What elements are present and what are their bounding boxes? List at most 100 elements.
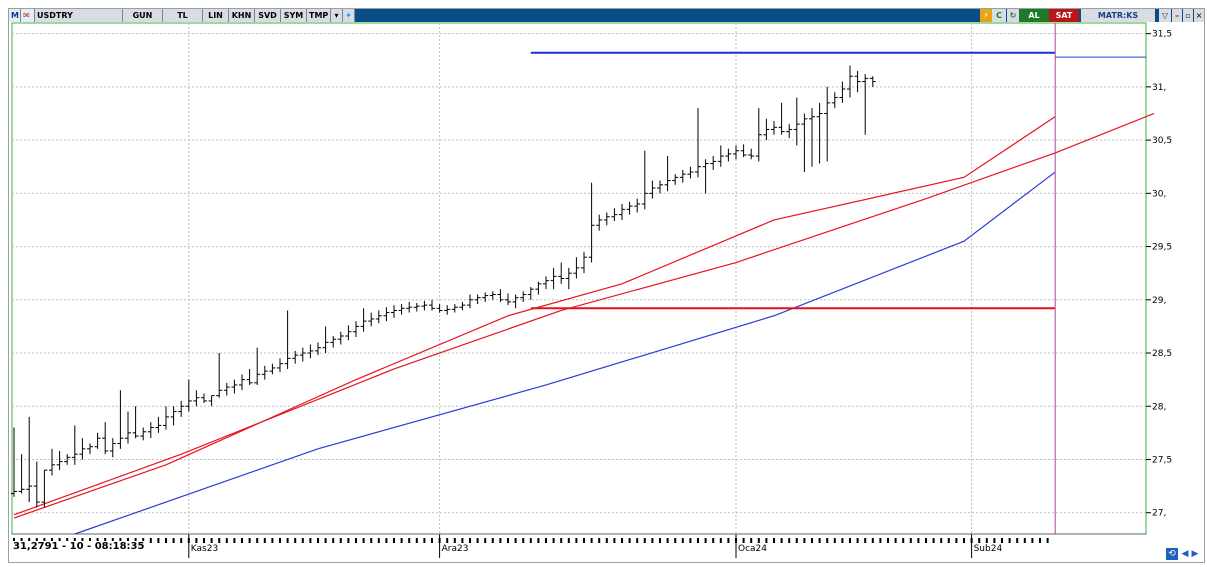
x-axis-marker — [1039, 538, 1041, 543]
x-axis-marker — [301, 538, 304, 543]
x-axis-marker — [431, 538, 433, 543]
x-axis-marker — [697, 538, 699, 543]
x-axis-marker — [476, 538, 479, 543]
x-axis-marker — [1001, 538, 1003, 543]
twitter-icon[interactable]: ✦ — [343, 9, 355, 22]
x-axis-marker — [119, 538, 122, 543]
chart-toolbar: M ✉ USDTRY GUN TL LIN KHN SVD SYM TMP ▾ … — [9, 9, 1204, 22]
x-axis-marker — [127, 538, 129, 543]
x-axis-marker — [689, 538, 692, 543]
x-axis-marker — [841, 538, 844, 543]
series-line-2 — [13, 112, 1155, 516]
c-button[interactable]: C — [992, 9, 1006, 22]
auto-scroll-icon[interactable]: ⟲ — [1166, 548, 1178, 560]
x-axis-marker — [765, 538, 768, 543]
x-axis-marker — [651, 538, 654, 543]
x-axis-marker — [400, 538, 403, 543]
minimize-icon[interactable]: – — [1172, 9, 1182, 22]
chevron-down-icon[interactable]: ▾ — [331, 9, 343, 22]
x-axis-marker — [96, 538, 99, 543]
x-axis-marker — [203, 538, 205, 543]
x-axis-marker — [347, 538, 350, 543]
x-axis-marker — [712, 538, 715, 543]
x-axis-marker — [43, 538, 46, 543]
x-axis-marker — [1023, 538, 1026, 543]
envelope-icon[interactable]: ✉ — [21, 9, 35, 22]
scroll-right-icon[interactable]: ▶ — [1191, 549, 1199, 559]
x-axis-marker — [583, 538, 585, 543]
buy-button[interactable]: AL — [1019, 9, 1049, 22]
x-axis-marker — [970, 538, 973, 543]
x-axis-marker — [111, 538, 114, 543]
y-tick-label: 28, — [1152, 402, 1166, 412]
x-axis-marker — [286, 538, 289, 543]
x-axis-marker — [803, 538, 806, 543]
x-axis-marker — [210, 538, 213, 543]
tool-button-svd[interactable]: SVD — [255, 9, 281, 22]
x-axis-marker — [560, 538, 563, 543]
x-axis-marker — [757, 538, 760, 543]
x-axis-marker — [674, 538, 677, 543]
tool-button-tmp[interactable]: TMP — [307, 9, 331, 22]
x-axis-marker — [332, 538, 335, 543]
x-axis-marker — [20, 538, 23, 543]
x-axis-marker — [461, 538, 464, 543]
y-tick-label: 30,5 — [1152, 136, 1172, 146]
x-axis-marker — [780, 538, 783, 543]
x-axis-marker — [552, 538, 555, 543]
refresh-icon[interactable]: ↻ — [1007, 9, 1019, 22]
sell-button[interactable]: SAT — [1049, 9, 1079, 22]
x-tick-label: Ara23 — [442, 544, 469, 554]
x-axis-marker — [241, 538, 243, 543]
x-axis-marker — [788, 538, 791, 543]
y-tick-label: 27, — [1152, 509, 1166, 519]
x-axis-marker — [294, 538, 297, 543]
x-axis-marker — [73, 538, 76, 543]
x-axis-marker — [529, 538, 532, 543]
x-axis-marker — [180, 538, 183, 543]
x-axis-marker — [149, 538, 152, 543]
scroll-left-icon[interactable]: ◀ — [1181, 549, 1189, 559]
x-axis-marker — [66, 538, 69, 543]
x-axis-marker — [947, 538, 950, 543]
currency-button[interactable]: TL — [163, 9, 203, 22]
tool-button-khn[interactable]: KHN — [229, 9, 255, 22]
x-axis-marker — [172, 538, 175, 543]
x-axis-marker — [1031, 538, 1034, 543]
tool-button-sym[interactable]: SYM — [281, 9, 307, 22]
x-axis-marker — [932, 538, 935, 543]
period-button[interactable]: GUN — [123, 9, 163, 22]
x-axis-marker — [818, 538, 821, 543]
x-axis-marker — [925, 538, 927, 543]
x-axis-marker — [666, 538, 669, 543]
x-axis-marker — [438, 538, 441, 543]
dropdown-icon[interactable]: ▽ — [1159, 9, 1171, 22]
maximize-icon[interactable]: ▫ — [1183, 9, 1193, 22]
x-axis-marker — [355, 538, 357, 543]
x-axis-marker — [134, 538, 137, 543]
x-axis-marker — [727, 538, 730, 543]
x-axis-marker — [271, 538, 274, 543]
x-axis-marker — [453, 538, 456, 543]
x-axis-marker — [370, 538, 373, 543]
x-axis-marker — [446, 538, 449, 543]
symbol-field[interactable]: USDTRY — [35, 9, 123, 22]
y-tick-label: 29, — [1152, 296, 1166, 306]
close-icon[interactable]: × — [1194, 9, 1204, 22]
x-axis-marker — [514, 538, 517, 543]
x-axis-marker — [643, 538, 646, 543]
x-axis-marker — [385, 538, 388, 543]
x-axis-marker — [750, 538, 753, 543]
x-axis-marker — [963, 538, 965, 543]
x-axis-marker — [393, 538, 395, 543]
lightning-icon[interactable]: ⚡ — [980, 9, 992, 22]
x-axis-marker — [985, 538, 988, 543]
x-axis-marker — [157, 538, 160, 543]
x-axis-marker — [165, 538, 167, 543]
x-axis-marker — [499, 538, 502, 543]
y-tick-label: 31, — [1152, 83, 1166, 93]
x-axis-marker — [598, 538, 601, 543]
tool-button-lin[interactable]: LIN — [203, 9, 229, 22]
x-axis-marker — [887, 538, 889, 543]
